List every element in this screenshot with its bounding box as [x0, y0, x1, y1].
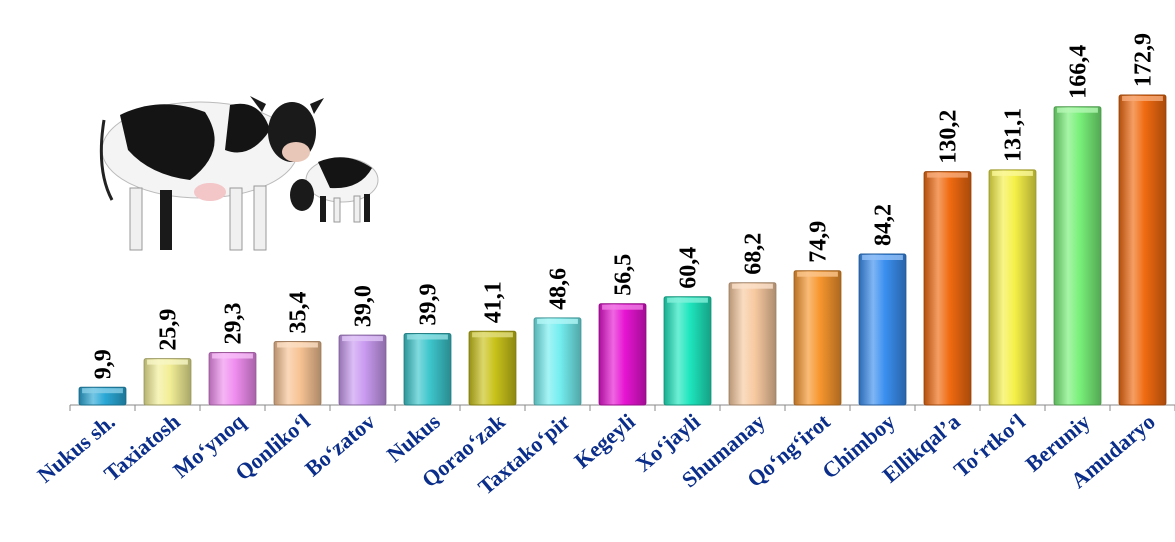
bar — [598, 303, 647, 406]
x-axis-ticks — [69, 405, 1175, 411]
category-labels-group: Nukus sh.TaxiatoshMo‘ynoqQonliko‘lBo‘zat… — [32, 408, 1159, 499]
bar-highlight — [862, 255, 903, 260]
bar-highlight — [537, 318, 578, 324]
bar-highlight — [212, 353, 253, 359]
value-label: 68,2 — [741, 233, 767, 275]
value-label: 74,9 — [806, 221, 832, 263]
bar — [793, 270, 842, 406]
cows-illustration — [99, 96, 379, 251]
value-label: 25,9 — [156, 309, 182, 351]
bar — [338, 334, 387, 406]
value-label: 84,2 — [871, 204, 897, 246]
value-label: 9,9 — [91, 349, 117, 379]
bar — [1053, 106, 1102, 406]
bar-highlight — [667, 297, 708, 303]
bar — [273, 341, 322, 406]
bar-highlight — [407, 334, 448, 340]
bar-highlight — [732, 283, 773, 289]
calf-icon — [290, 157, 379, 223]
bar — [728, 282, 777, 406]
bar — [988, 169, 1037, 406]
bar — [858, 253, 907, 406]
bar-highlight — [342, 336, 383, 342]
bar — [468, 330, 517, 406]
value-label: 172,9 — [1131, 33, 1157, 87]
value-label: 130,2 — [936, 110, 962, 164]
value-label: 35,4 — [286, 292, 312, 334]
bar — [403, 333, 452, 406]
bar-highlight — [602, 304, 643, 310]
bar — [1118, 94, 1167, 406]
value-label: 166,4 — [1066, 45, 1092, 99]
bar — [533, 317, 582, 406]
bar-highlight — [277, 342, 318, 348]
bar-highlight — [797, 271, 838, 277]
category-label: Bo‘zatov — [300, 409, 380, 482]
value-labels-group: 9,9 25,9 29,3 35,4 39,0 39,9 41,1 48,6 56,5 60,4 6… — [91, 33, 1157, 379]
bar-highlight — [82, 388, 123, 394]
bar-highlight — [147, 359, 188, 365]
value-label: 131,1 — [1001, 108, 1027, 162]
value-label: 29,3 — [221, 303, 247, 345]
value-label: 39,0 — [351, 285, 377, 327]
value-label: 60,4 — [676, 247, 702, 289]
value-label: 41,1 — [481, 281, 507, 323]
bar — [208, 352, 257, 406]
bar — [143, 358, 192, 406]
bar-highlight — [472, 332, 513, 338]
value-label: 56,5 — [611, 254, 637, 296]
large-cow-icon — [99, 96, 324, 251]
category-label: To‘rtko‘l — [949, 409, 1030, 483]
bar — [663, 296, 712, 406]
category-label: Kegeyli — [569, 409, 639, 474]
bar-highlight — [1057, 107, 1098, 113]
bar-highlight — [992, 170, 1033, 176]
bar-highlight — [927, 172, 968, 178]
value-label: 39,9 — [416, 284, 442, 326]
bar — [923, 171, 972, 406]
bars-group — [78, 94, 1167, 406]
value-label: 48,6 — [546, 268, 572, 310]
bar-highlight — [1122, 96, 1163, 101]
